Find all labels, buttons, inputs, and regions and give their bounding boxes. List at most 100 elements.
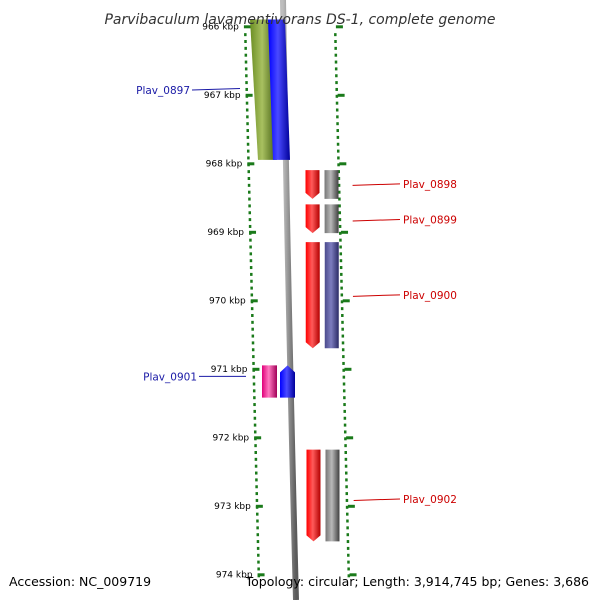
minor-tick-right — [334, 67, 338, 71]
minor-tick-right — [341, 348, 345, 352]
minor-tick-right — [346, 546, 350, 550]
minor-tick-right — [342, 389, 346, 393]
minor-tick-right — [334, 60, 338, 64]
minor-tick-right — [347, 574, 351, 578]
minor-tick-right — [336, 122, 339, 126]
minor-tick-left — [253, 430, 257, 434]
minor-tick-right — [334, 40, 337, 43]
minor-tick-right — [346, 512, 349, 516]
minor-tick-right — [340, 300, 344, 304]
minor-tick-right — [339, 231, 342, 235]
major-tick-left — [247, 162, 255, 166]
major-tick-left — [245, 93, 253, 97]
minor-tick-left — [250, 279, 253, 283]
minor-tick-left — [245, 81, 248, 85]
minor-tick-left — [253, 409, 256, 413]
minor-tick-right — [341, 314, 344, 317]
minor-tick-left — [251, 334, 255, 338]
minor-tick-left — [257, 553, 260, 557]
minor-tick-left — [245, 101, 249, 105]
minor-tick-right — [344, 464, 348, 468]
minor-tick-left — [256, 540, 260, 544]
minor-tick-right — [340, 286, 343, 290]
minor-tick-right — [335, 87, 338, 91]
gene-feature-reverse-gene[interactable] — [324, 242, 339, 349]
gene-feature-reverse-cds[interactable] — [305, 170, 320, 199]
minor-tick-left — [251, 348, 255, 352]
minor-tick-marks — [244, 33, 351, 578]
minor-tick-left — [254, 451, 257, 454]
gene-feature-reverse-gene[interactable] — [324, 170, 339, 199]
minor-tick-left — [247, 177, 251, 180]
minor-tick-right — [344, 451, 347, 454]
minor-tick-right — [339, 259, 343, 263]
minor-tick-left — [256, 533, 260, 537]
gene-feature-forward-gene[interactable] — [268, 19, 290, 160]
minor-tick-left — [256, 526, 259, 530]
minor-tick-right — [335, 94, 339, 98]
minor-tick-left — [244, 46, 247, 50]
gene-label-plav_0898[interactable]: Plav_0898 — [403, 179, 457, 191]
minor-tick-right — [343, 396, 346, 400]
minor-tick-right — [342, 355, 345, 359]
minor-tick-left — [255, 492, 259, 496]
major-tick-left — [250, 299, 258, 303]
gene-label-plav_0900[interactable]: Plav_0900 — [403, 290, 457, 302]
minor-tick-right — [334, 46, 337, 50]
minor-tick-right — [336, 129, 339, 133]
minor-tick-left — [248, 211, 252, 215]
gene-feature-reverse-cds[interactable] — [305, 204, 320, 234]
minor-tick-right — [343, 423, 347, 427]
gene-feature-reverse-gene[interactable] — [324, 204, 339, 234]
minor-tick-right — [341, 320, 344, 324]
minor-tick-right — [336, 115, 339, 119]
minor-tick-right — [346, 540, 350, 544]
minor-tick-right — [340, 307, 344, 311]
minor-tick-left — [247, 170, 250, 174]
major-tick-left — [254, 436, 262, 440]
minor-tick-right — [345, 485, 348, 489]
minor-tick-right — [343, 430, 347, 434]
minor-tick-right — [346, 526, 349, 530]
minor-tick-right — [338, 190, 341, 194]
minor-tick-left — [249, 245, 252, 249]
minor-tick-left — [250, 307, 254, 311]
minor-tick-right — [338, 204, 341, 208]
minor-tick-right — [334, 33, 337, 37]
gene-label-plav_0897[interactable]: Plav_0897 — [136, 85, 190, 97]
minor-tick-right — [341, 327, 344, 331]
minor-tick-left — [253, 403, 256, 407]
minor-tick-left — [245, 74, 248, 78]
minor-tick-right — [335, 74, 338, 78]
minor-tick-left — [249, 252, 253, 256]
minor-tick-left — [254, 471, 258, 475]
minor-tick-left — [245, 87, 248, 91]
minor-tick-left — [251, 320, 254, 324]
gene-label-plav_0901[interactable]: Plav_0901 — [143, 371, 197, 383]
minor-tick-right — [344, 457, 348, 461]
minor-tick-right — [335, 81, 338, 85]
minor-tick-left — [244, 33, 247, 37]
major-tick-right — [339, 162, 347, 166]
gene-feature-reverse-cds[interactable] — [305, 242, 320, 349]
minor-tick-right — [345, 505, 349, 509]
major-tick-marks: 966 kbp 967 kbp 968 kbp 969 kbp 970 kbp 971 k… — [202, 22, 357, 580]
gene-label-plav_0902[interactable]: Plav_0902 — [403, 494, 457, 506]
gene-feature-forward-gene[interactable] — [280, 365, 295, 398]
minor-tick-right — [340, 272, 343, 276]
gene-feature-forward-cds[interactable] — [262, 365, 277, 398]
major-tick-right — [341, 230, 349, 234]
minor-tick-right — [347, 567, 350, 571]
topology-text: Topology: circular; Length: 3,914,745 bp… — [245, 574, 589, 589]
gene-feature-reverse-gene[interactable] — [325, 449, 340, 542]
gene-feature-reverse-cds[interactable] — [306, 449, 321, 542]
tick-label: 972 kbp — [212, 433, 249, 443]
minor-tick-right — [345, 492, 349, 496]
gene-label-plav_0899[interactable]: Plav_0899 — [403, 214, 457, 226]
minor-tick-right — [342, 375, 346, 379]
major-tick-right — [349, 573, 357, 577]
major-tick-left — [243, 25, 251, 29]
minor-tick-left — [254, 457, 258, 461]
minor-tick-left — [244, 40, 247, 43]
minor-tick-left — [252, 355, 255, 359]
